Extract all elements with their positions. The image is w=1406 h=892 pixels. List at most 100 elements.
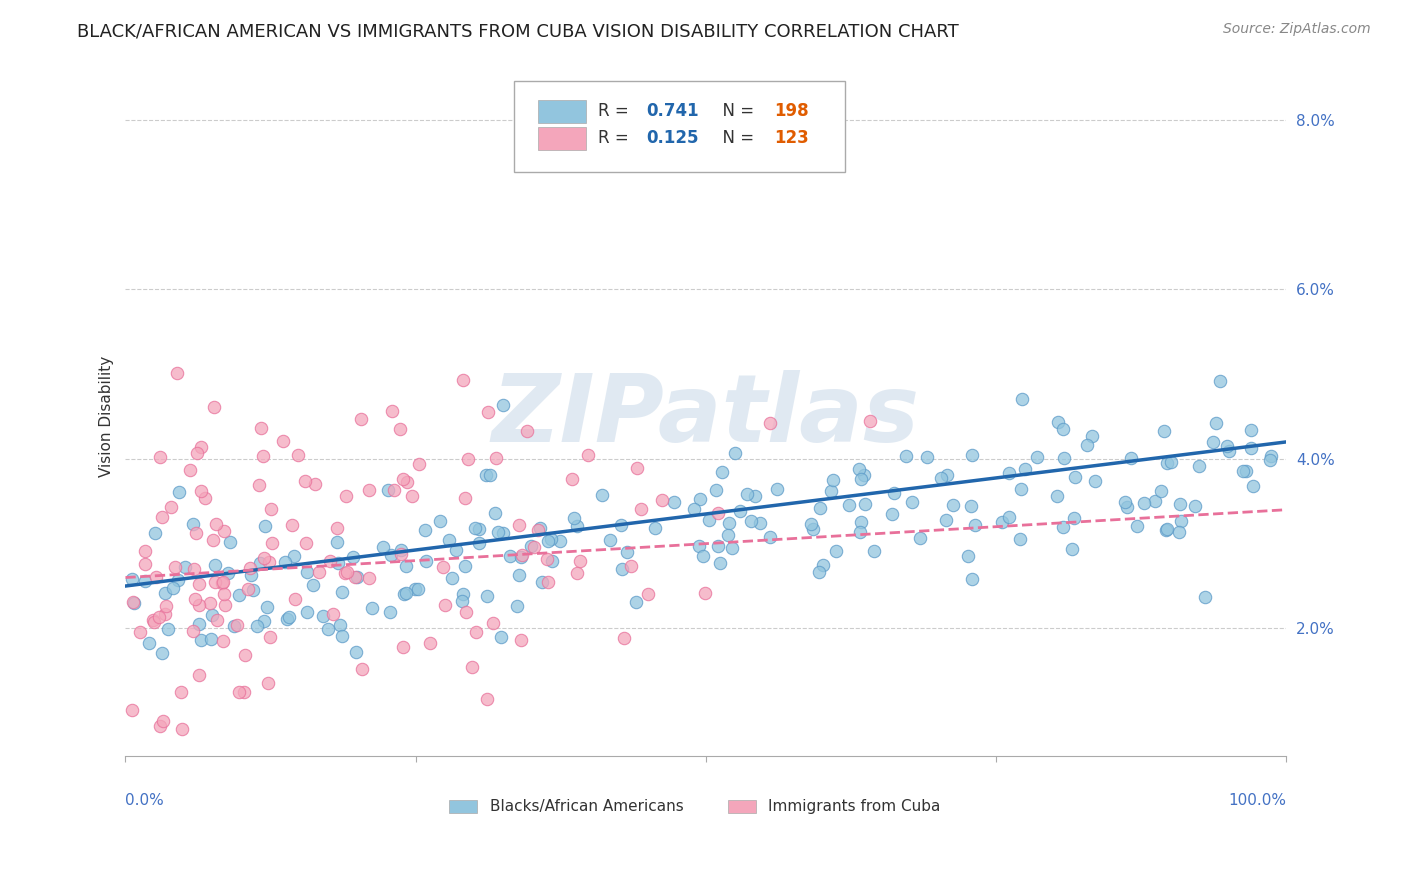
Point xyxy=(228,685,250,699)
Point xyxy=(352,662,374,676)
Point xyxy=(510,549,533,564)
Point xyxy=(1144,493,1167,508)
Point xyxy=(709,556,731,570)
Point xyxy=(187,598,209,612)
Point xyxy=(155,586,177,600)
Point xyxy=(344,569,367,583)
Point xyxy=(1080,429,1102,443)
Point xyxy=(415,554,437,568)
Point xyxy=(965,517,987,532)
Point xyxy=(160,500,183,514)
Point xyxy=(883,485,905,500)
Point xyxy=(359,571,381,585)
Point xyxy=(429,514,451,528)
Point xyxy=(330,584,353,599)
Point xyxy=(536,552,558,566)
Point xyxy=(183,624,205,639)
Point xyxy=(824,544,846,558)
Point xyxy=(181,517,204,532)
Point xyxy=(1153,424,1175,438)
Point xyxy=(361,601,384,615)
Point xyxy=(616,545,638,559)
Point xyxy=(1240,441,1263,455)
Point xyxy=(148,610,170,624)
Point xyxy=(378,605,401,619)
Point xyxy=(689,491,711,506)
Point xyxy=(395,475,418,490)
Point xyxy=(1202,434,1225,449)
Point xyxy=(1045,490,1067,504)
Point xyxy=(357,483,380,497)
Point xyxy=(153,607,176,622)
Point xyxy=(253,551,276,566)
Point xyxy=(576,448,599,462)
Point xyxy=(344,645,367,659)
Point xyxy=(434,598,457,612)
Point xyxy=(1114,495,1136,509)
FancyBboxPatch shape xyxy=(450,799,477,814)
Point xyxy=(651,492,673,507)
Point xyxy=(599,533,621,547)
Point xyxy=(540,532,562,546)
Point xyxy=(259,630,281,644)
Point xyxy=(260,501,283,516)
Point xyxy=(201,608,224,623)
Point xyxy=(695,586,717,600)
Point xyxy=(312,608,335,623)
Point xyxy=(662,495,685,509)
Point xyxy=(179,463,201,477)
Point xyxy=(682,502,704,516)
Point xyxy=(260,536,283,550)
Point xyxy=(565,519,588,533)
Point xyxy=(335,566,357,580)
Point xyxy=(492,526,515,541)
Point xyxy=(626,461,648,475)
Text: R =: R = xyxy=(598,129,634,147)
Point xyxy=(432,560,454,574)
Point xyxy=(901,495,924,509)
Point xyxy=(330,629,353,643)
Point xyxy=(201,533,224,547)
Point xyxy=(167,573,190,587)
Point xyxy=(250,421,273,435)
Point xyxy=(295,565,318,579)
Point xyxy=(477,405,499,419)
Point xyxy=(1188,458,1211,473)
Point xyxy=(759,530,782,544)
Point xyxy=(276,612,298,626)
Point xyxy=(249,556,271,570)
Point xyxy=(252,450,274,464)
Point xyxy=(801,522,824,536)
Point xyxy=(526,523,548,537)
Point xyxy=(204,558,226,572)
Y-axis label: Vision Disability: Vision Disability xyxy=(100,356,114,477)
Point xyxy=(319,554,342,568)
Point xyxy=(388,422,411,436)
Point xyxy=(145,569,167,583)
Point xyxy=(506,599,529,613)
Point xyxy=(280,518,302,533)
Point xyxy=(1160,455,1182,469)
Point xyxy=(1156,522,1178,536)
Point xyxy=(620,559,643,574)
Point xyxy=(186,446,208,460)
Point xyxy=(257,676,280,690)
Point xyxy=(350,411,373,425)
Point xyxy=(536,534,558,549)
Point xyxy=(242,583,264,598)
Point xyxy=(477,589,499,603)
Point xyxy=(1133,496,1156,510)
Point xyxy=(610,562,633,576)
Point xyxy=(162,581,184,595)
Point xyxy=(450,593,472,607)
Point xyxy=(489,630,512,644)
Point xyxy=(233,648,256,663)
Point xyxy=(1150,483,1173,498)
Point xyxy=(183,562,205,576)
FancyBboxPatch shape xyxy=(728,799,756,814)
Text: Source: ZipAtlas.com: Source: ZipAtlas.com xyxy=(1223,22,1371,37)
Point xyxy=(849,516,872,530)
Point xyxy=(1052,520,1074,534)
Point xyxy=(998,509,1021,524)
Point xyxy=(294,536,316,550)
